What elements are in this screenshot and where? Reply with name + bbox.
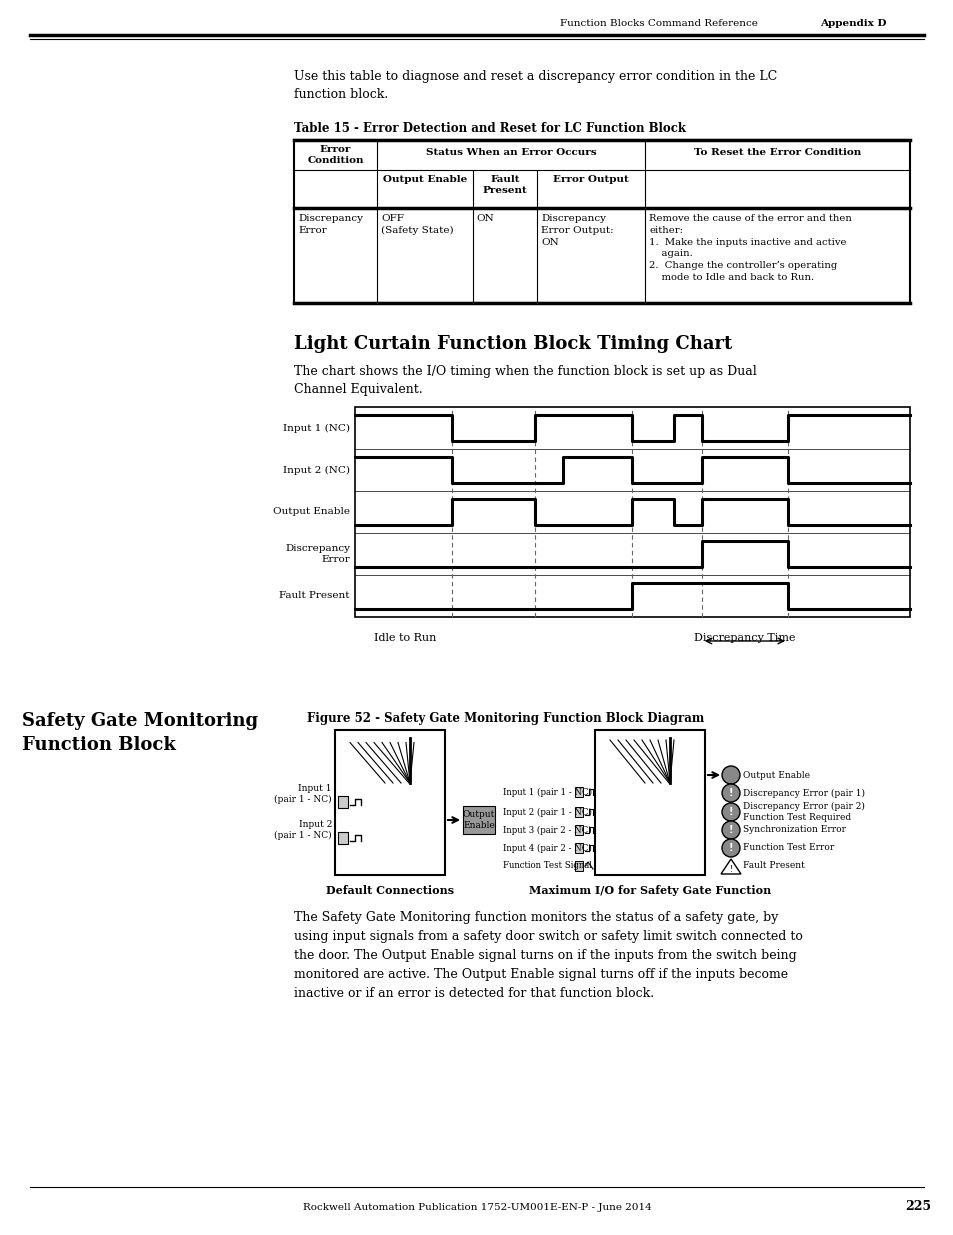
Text: Fault
Present: Fault Present (482, 175, 527, 195)
Text: Idle to Run: Idle to Run (374, 634, 436, 643)
Text: Table 15 - Error Detection and Reset for LC Function Block: Table 15 - Error Detection and Reset for… (294, 122, 685, 135)
Bar (337, 797, 348, 808)
Text: Figure 52 - Safety Gate Monitoring Function Block Diagram: Figure 52 - Safety Gate Monitoring Funct… (307, 713, 703, 725)
Text: Discrepancy
Error: Discrepancy Error (285, 543, 350, 564)
Text: Appendix D: Appendix D (820, 19, 885, 27)
Bar (462, 806, 495, 834)
Text: Input 1
(pair 1 - NC): Input 1 (pair 1 - NC) (274, 784, 332, 804)
Text: Input 1 (NC): Input 1 (NC) (283, 424, 350, 432)
Text: Light Curtain Function Block Timing Chart: Light Curtain Function Block Timing Char… (294, 335, 732, 353)
Text: Discrepancy
Error: Discrepancy Error (297, 214, 363, 235)
Text: Output
Enable: Output Enable (462, 810, 495, 830)
Bar (355, 408, 909, 618)
Text: Fault Present: Fault Present (279, 592, 350, 600)
Text: Status When an Error Occurs: Status When an Error Occurs (425, 148, 596, 157)
Text: Remove the cause of the error and then
either:
1.  Make the inputs inactive and : Remove the cause of the error and then e… (648, 214, 851, 282)
Text: Discrepancy
Error Output:
ON: Discrepancy Error Output: ON (540, 214, 614, 247)
Bar (294, 140, 909, 303)
Bar (575, 806, 582, 818)
Text: Output Enable: Output Enable (273, 508, 350, 516)
Circle shape (721, 839, 740, 857)
Text: The Safety Gate Monitoring function monitors the status of a safety gate, by
usi: The Safety Gate Monitoring function moni… (294, 911, 802, 1000)
Text: Discrepancy Time: Discrepancy Time (694, 634, 795, 643)
Text: The chart shows the I/O timing when the function block is set up as Dual
Channel: The chart shows the I/O timing when the … (294, 366, 756, 396)
Text: 225: 225 (904, 1200, 930, 1214)
Text: Output Enable: Output Enable (382, 175, 467, 184)
Circle shape (721, 766, 740, 784)
Bar (595, 730, 704, 876)
Text: Error
Condition: Error Condition (307, 144, 363, 165)
Bar (575, 861, 582, 871)
Bar (335, 730, 444, 876)
Polygon shape (720, 860, 740, 874)
Bar (575, 825, 582, 835)
Text: Function Test Error: Function Test Error (742, 844, 833, 852)
Text: Input 1 (pair 1 - NC): Input 1 (pair 1 - NC) (502, 788, 592, 797)
Text: Default Connections: Default Connections (326, 885, 454, 897)
Text: Discrepancy Error (pair 2)
Function Test Required: Discrepancy Error (pair 2) Function Test… (742, 803, 864, 821)
Text: Output Enable: Output Enable (742, 771, 809, 779)
Text: !: ! (728, 844, 733, 853)
Text: OFF
(Safety State): OFF (Safety State) (381, 214, 454, 235)
Text: Error Output: Error Output (553, 175, 628, 184)
Text: !: ! (728, 806, 733, 818)
Text: !: ! (728, 788, 733, 798)
Text: Input 2
(pair 1 - NC): Input 2 (pair 1 - NC) (274, 820, 332, 840)
Text: Rockwell Automation Publication 1752-UM001E-EN-P - June 2014: Rockwell Automation Publication 1752-UM0… (302, 1203, 651, 1212)
Circle shape (721, 803, 740, 821)
Bar (337, 832, 348, 844)
Text: !: ! (729, 864, 732, 873)
Text: Input 3 (pair 2 - NC): Input 3 (pair 2 - NC) (503, 825, 592, 835)
Text: Discrepancy Error (pair 1): Discrepancy Error (pair 1) (742, 788, 864, 798)
Circle shape (721, 784, 740, 802)
Text: ON: ON (476, 214, 494, 224)
Text: !: ! (728, 825, 733, 835)
Text: Function Blocks Command Reference: Function Blocks Command Reference (559, 19, 757, 27)
Text: Input 2 (NC): Input 2 (NC) (283, 466, 350, 474)
Bar (575, 844, 582, 853)
Text: Function Test Signal: Function Test Signal (502, 862, 592, 871)
Text: Fault Present: Fault Present (742, 862, 804, 871)
Text: Synchronization Error: Synchronization Error (742, 825, 845, 835)
Text: Input 4 (pair 2 - NC): Input 4 (pair 2 - NC) (502, 844, 592, 852)
Text: Use this table to diagnose and reset a discrepancy error condition in the LC
fun: Use this table to diagnose and reset a d… (294, 70, 777, 101)
Text: Maximum I/O for Safety Gate Function: Maximum I/O for Safety Gate Function (528, 885, 770, 897)
Text: Input 2 (pair 1 - NC): Input 2 (pair 1 - NC) (502, 808, 592, 816)
Bar (575, 787, 582, 797)
Circle shape (721, 821, 740, 839)
Text: Safety Gate Monitoring
Function Block: Safety Gate Monitoring Function Block (22, 713, 258, 753)
Text: To Reset the Error Condition: To Reset the Error Condition (693, 148, 861, 157)
